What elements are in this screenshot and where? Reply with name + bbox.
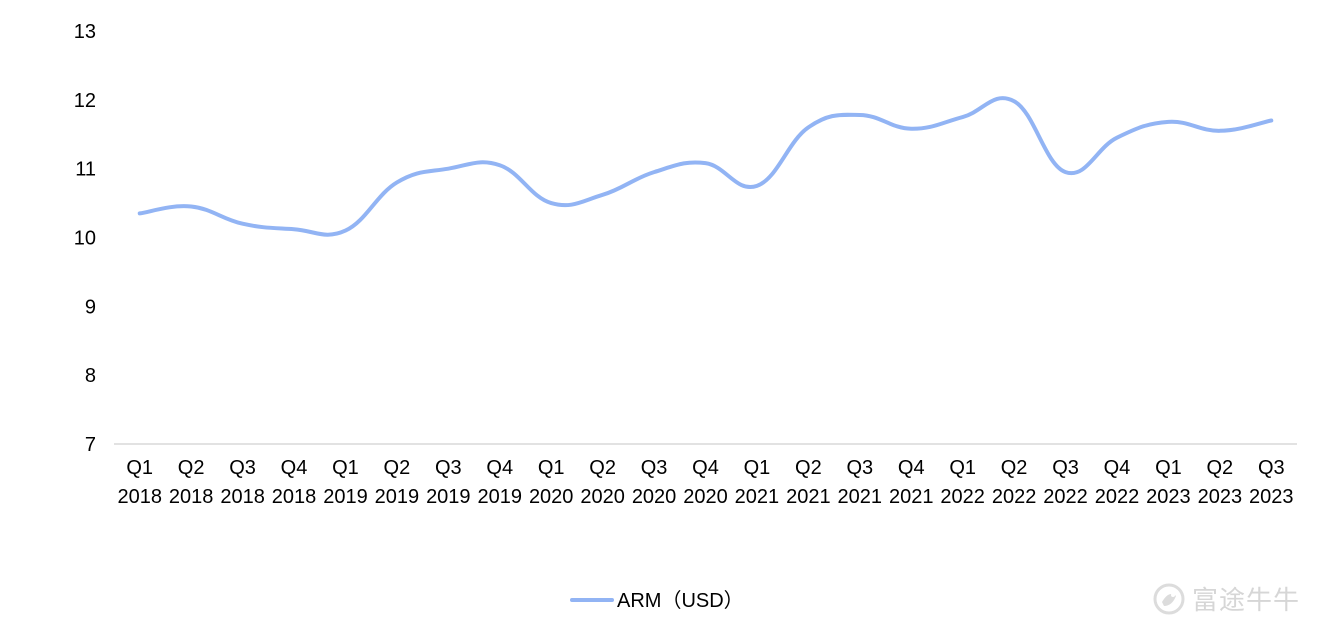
x-tick-label: Q4 [1104,457,1131,479]
watermark: 富途牛牛 [1152,580,1300,617]
x-tick-label: Q1 [538,457,565,479]
x-tick-label: Q3 [846,457,873,479]
x-tick-label: Q1 [126,457,153,479]
y-tick-label: 11 [75,159,96,181]
x-tick-label: Q3 [1258,457,1285,479]
y-tick-label: 7 [85,434,96,456]
legend: ARM（USD） [570,589,744,612]
x-tick-label: 2019 [478,486,523,508]
x-tick-label: Q1 [744,457,771,479]
x-tick-label: 2019 [375,486,420,508]
x-tick-label: 2019 [426,486,471,508]
x-tick-label: 2018 [117,486,162,508]
x-tick-label: Q4 [692,457,719,479]
watermark-text: 富途牛牛 [1191,586,1300,616]
x-tick-label: 2020 [683,486,728,508]
x-tick-label: Q3 [641,457,668,479]
y-tick-label: 13 [74,21,96,43]
x-tick-label: 2022 [992,486,1037,508]
series-group [137,96,1274,237]
x-tick-label: 2018 [220,486,265,508]
x-tick-label: 2021 [735,486,780,508]
legend-label: ARM（USD） [617,589,744,612]
x-tick-label: Q2 [795,457,822,479]
y-axis: 7 8 9 10 11 12 13 [74,21,96,456]
y-tick-label: 10 [74,228,96,250]
x-tick-label: Q3 [229,457,256,479]
x-tick-label: Q4 [898,457,925,479]
series-line [137,96,1274,237]
x-tick-label: 2018 [272,486,317,508]
x-tick-label: 2020 [529,486,574,508]
x-tick-label: 2019 [323,486,368,508]
x-tick-label: Q1 [332,457,359,479]
x-tick-label: Q4 [486,457,513,479]
x-tick-label: Q2 [1001,457,1028,479]
x-tick-label: 2018 [169,486,214,508]
x-tick-label: Q2 [384,457,411,479]
x-axis: Q1 2018 Q2 2018 Q3 2018 Q4 2018 Q1 2019 Q2 2019 Q3 20… [117,457,1293,508]
x-tick-label: Q1 [949,457,976,479]
x-tick-label: Q2 [589,457,616,479]
x-tick-label: 2022 [1043,486,1088,508]
x-tick-label: Q4 [281,457,308,479]
x-tick-label: Q2 [1207,457,1234,479]
futu-logo-icon [1153,583,1185,614]
x-tick-label: Q3 [1052,457,1079,479]
x-tick-label: Q1 [1155,457,1182,479]
x-tick-label: 2021 [786,486,831,508]
y-tick-label: 12 [74,90,96,112]
x-tick-label: 2021 [889,486,934,508]
y-tick-label: 9 [85,296,96,318]
x-tick-label: 2022 [1095,486,1140,508]
x-tick-label: 2021 [838,486,883,508]
x-tick-label: 2023 [1146,486,1191,508]
x-tick-label: 2020 [580,486,625,508]
x-tick-label: 2022 [940,486,985,508]
x-tick-label: 2020 [632,486,677,508]
x-tick-label: Q3 [435,457,462,479]
x-tick-label: Q2 [178,457,205,479]
x-tick-label: 2023 [1198,486,1243,508]
x-tick-label: 2023 [1249,486,1294,508]
y-tick-label: 8 [85,365,96,387]
